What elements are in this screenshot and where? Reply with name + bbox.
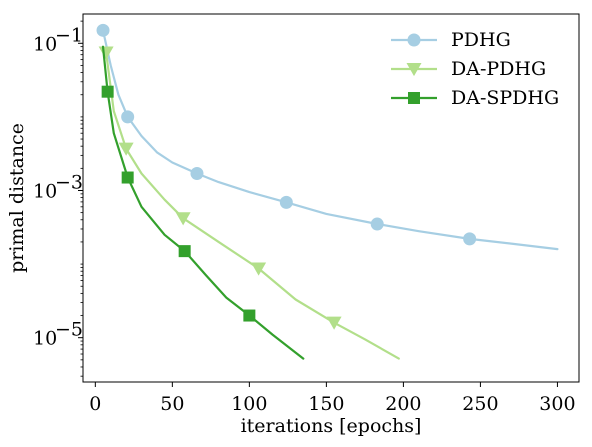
x-axis-label: iterations [epochs] — [241, 415, 422, 437]
x-tick-label: 250 — [462, 393, 498, 415]
legend-label: DA-SPDHG — [451, 87, 559, 109]
y-tick-exponent: −5 — [55, 319, 83, 341]
series-da-spdhg — [101, 45, 305, 360]
y-tick-label: 10 — [33, 328, 57, 350]
legend-item: DA-PDHG — [391, 58, 546, 80]
legend-item: DA-SPDHG — [391, 87, 559, 109]
legend-marker — [408, 92, 420, 104]
x-tick-label: 100 — [231, 393, 267, 415]
data-point — [370, 217, 384, 231]
legend-label: DA-PDHG — [451, 58, 546, 80]
data-point — [121, 110, 135, 124]
legend-marker — [407, 33, 421, 47]
series-line — [105, 51, 400, 360]
data-point — [121, 171, 134, 184]
data-point — [178, 245, 191, 258]
data-point — [279, 195, 293, 209]
legend-item: PDHG — [391, 29, 511, 51]
y-tick-label: 10 — [33, 33, 57, 55]
x-tick-label: 300 — [539, 393, 575, 415]
legend: PDHG DA-PDHG DA-SPDHG — [391, 29, 559, 109]
y-axis-label: primal distance — [6, 123, 28, 273]
y-tick-exponent: −1 — [55, 24, 83, 46]
data-point — [463, 232, 477, 246]
data-point — [190, 167, 204, 181]
legend-label: PDHG — [451, 29, 511, 51]
series-layer — [96, 23, 559, 360]
series-line — [101, 29, 559, 251]
data-point — [118, 142, 134, 156]
x-tick-label: 150 — [308, 393, 344, 415]
x-tick-label: 0 — [89, 393, 101, 415]
data-point — [101, 85, 114, 98]
data-point — [175, 212, 191, 226]
x-axis: 0 50 100 150 200 250 300 — [89, 382, 576, 415]
x-tick-label: 50 — [160, 393, 184, 415]
y-axis: 10−110−310−5 — [33, 20, 83, 377]
data-point — [326, 316, 342, 330]
y-tick-label: 10 — [33, 180, 57, 202]
x-tick-label: 200 — [385, 393, 421, 415]
y-tick-exponent: −3 — [55, 171, 83, 193]
legend-marker — [406, 63, 422, 77]
data-point — [251, 262, 267, 276]
data-point — [243, 309, 256, 322]
series-pdhg — [96, 23, 559, 251]
data-point — [96, 23, 110, 37]
